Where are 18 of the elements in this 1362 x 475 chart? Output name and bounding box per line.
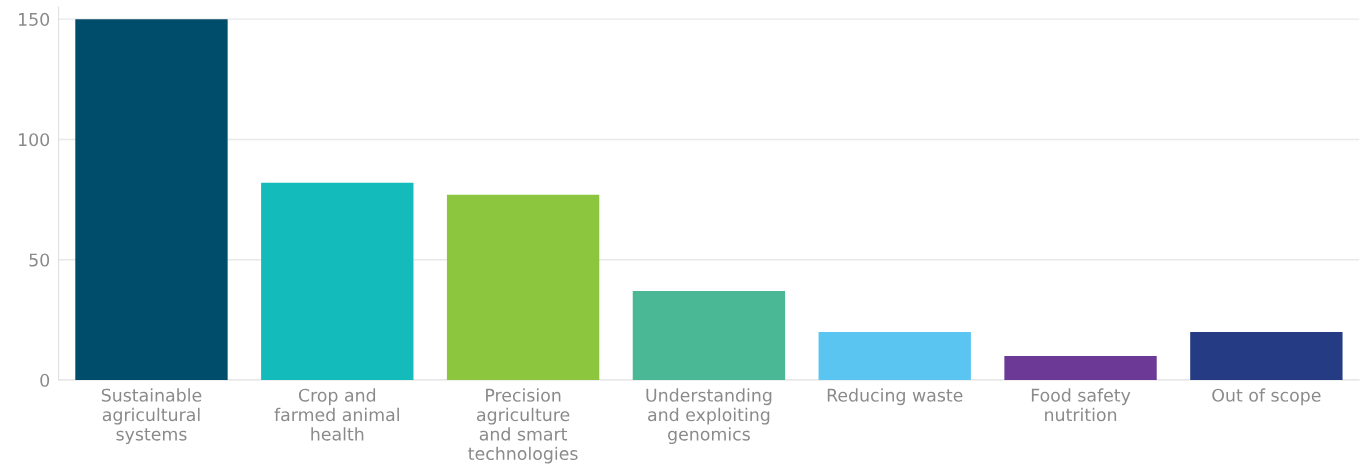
x-tick-label: Reducing waste — [827, 388, 963, 406]
bar — [1190, 331, 1343, 380]
x-tick-label: Crop and farmed animal health — [274, 388, 399, 441]
bar — [1004, 355, 1157, 380]
y-tick-label: 150 — [19, 12, 50, 26]
y-tick-label: 100 — [19, 133, 50, 147]
bar — [632, 290, 786, 380]
bar — [818, 331, 971, 380]
y-tick-label: 0 — [40, 373, 50, 387]
bar — [261, 182, 414, 380]
bar — [75, 19, 228, 380]
x-tick-label: Food safety nutrition — [1031, 388, 1131, 422]
x-tick-label: Sustainable agricultural systems — [101, 388, 202, 445]
x-tick-label: Out of scope — [1212, 388, 1321, 406]
x-tick-label: Precision agriculture and smart technologies — [468, 388, 578, 464]
y-tick-label: 50 — [29, 253, 50, 267]
bar — [446, 194, 600, 380]
x-tick-label: Understanding and exploiting genomics — [646, 388, 772, 445]
